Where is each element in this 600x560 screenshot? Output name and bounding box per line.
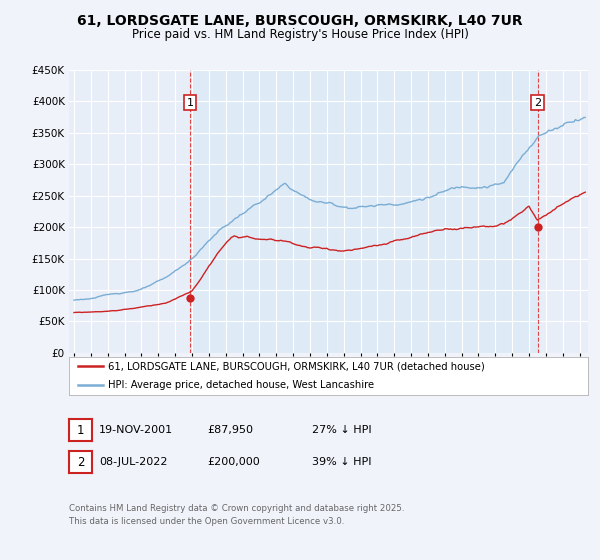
Text: 61, LORDSGATE LANE, BURSCOUGH, ORMSKIRK, L40 7UR (detached house): 61, LORDSGATE LANE, BURSCOUGH, ORMSKIRK,… — [108, 361, 485, 371]
Text: 1: 1 — [187, 97, 194, 108]
Text: 08-JUL-2022: 08-JUL-2022 — [99, 457, 167, 467]
Text: 2: 2 — [77, 455, 84, 469]
Text: 19-NOV-2001: 19-NOV-2001 — [99, 425, 173, 435]
Text: 39% ↓ HPI: 39% ↓ HPI — [312, 457, 371, 467]
Text: 1: 1 — [77, 423, 84, 437]
Text: 27% ↓ HPI: 27% ↓ HPI — [312, 425, 371, 435]
Text: 61, LORDSGATE LANE, BURSCOUGH, ORMSKIRK, L40 7UR: 61, LORDSGATE LANE, BURSCOUGH, ORMSKIRK,… — [77, 14, 523, 28]
Text: HPI: Average price, detached house, West Lancashire: HPI: Average price, detached house, West… — [108, 380, 374, 390]
Text: £87,950: £87,950 — [207, 425, 253, 435]
Text: £200,000: £200,000 — [207, 457, 260, 467]
Text: 2: 2 — [534, 97, 541, 108]
Bar — [190, 70, 538, 353]
Text: Contains HM Land Registry data © Crown copyright and database right 2025.
This d: Contains HM Land Registry data © Crown c… — [69, 504, 404, 526]
Text: Price paid vs. HM Land Registry's House Price Index (HPI): Price paid vs. HM Land Registry's House … — [131, 28, 469, 41]
